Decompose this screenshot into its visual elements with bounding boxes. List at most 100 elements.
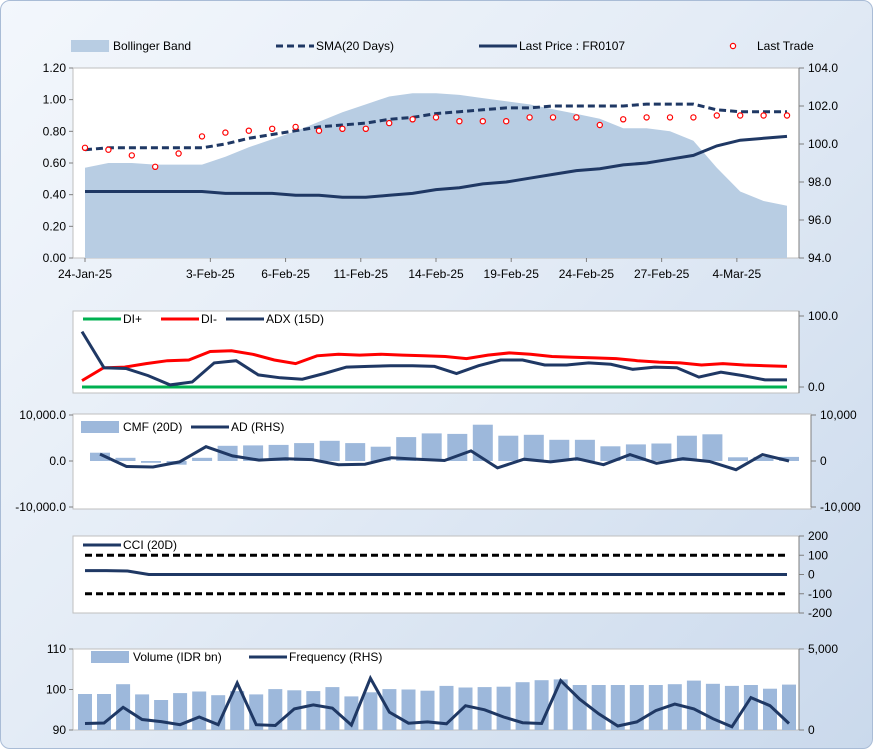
last-trade-point (643, 114, 650, 121)
last-trade-point (503, 117, 510, 125)
volume-bar (135, 694, 150, 730)
volume-bar (743, 685, 758, 730)
volume-bar (268, 689, 283, 730)
cmf-bar (319, 440, 340, 461)
cmf-bar (498, 435, 519, 461)
last-trade-point (713, 112, 721, 119)
cmf-left-axis-label: -10,000.0 (15, 500, 66, 514)
cmf-bar (115, 457, 136, 461)
adx-line (80, 330, 787, 387)
price-x-label: 27-Feb-25 (634, 267, 690, 281)
cmf-right-axis-label: -10,000 (820, 500, 861, 514)
price-x-label: 11-Feb-25 (334, 267, 389, 281)
cmf-bar (370, 446, 391, 461)
last-trade-point (386, 119, 393, 127)
dmi-right-axis-label: 0.0 (808, 380, 825, 394)
volume-bar (211, 695, 226, 730)
legend-bollinger-swatch (71, 40, 109, 52)
legend-volume-swatch (91, 651, 129, 663)
legend-cmf-swatch (81, 421, 119, 433)
price-panel: 0.00 0.20 0.40 0.60 0.80 1.00 1.20 94.0 96.0 98.0… (43, 39, 839, 281)
legend-last-price-label: Last Price : FR0107 (519, 39, 625, 53)
volume-bar (173, 693, 188, 730)
cmf-bar (574, 439, 595, 461)
legend-di-plus-label: DI+ (123, 312, 142, 326)
volume-panel: 90 100 110 0 5,000 Volume (IDR bn) Frequency (… (46, 642, 838, 737)
cci-right-axis-label: 200 (808, 529, 828, 543)
volume-left-axis-label: 90 (53, 723, 67, 737)
last-trade-point (479, 117, 486, 125)
cmf-bar (728, 457, 748, 461)
last-trade-point (783, 112, 791, 119)
price-right-axis-label: 100.0 (808, 137, 838, 151)
volume-bar (458, 687, 473, 730)
cmf-bar (702, 434, 723, 461)
last-trade-point (666, 114, 674, 121)
cmf-bar (345, 443, 366, 461)
last-trade-point (737, 112, 744, 119)
cci-right-axis-label: 0 (808, 568, 815, 582)
volume-bar (648, 685, 663, 730)
price-x-label: 24-Feb-25 (559, 267, 615, 281)
price-x-label: 3-Feb-25 (186, 267, 235, 281)
last-trade-point (151, 163, 159, 170)
legend-cmf-label: CMF (20D) (123, 420, 182, 434)
volume-bar (230, 691, 245, 730)
legend-last-trade-label: Last Trade (757, 39, 814, 53)
ad-line (99, 445, 790, 472)
cci-right-axis-label: -200 (808, 606, 832, 620)
volume-bar (192, 691, 207, 730)
last-trade-point (128, 152, 135, 159)
price-x-label: 4-Mar-25 (713, 267, 762, 281)
cmf-right-axis-label: 10,000 (820, 408, 857, 422)
price-x-label: 24-Jan-25 (58, 267, 112, 281)
cmf-bar (549, 439, 570, 461)
last-trade-point (245, 127, 252, 134)
cmf-bar (192, 457, 213, 461)
volume-bar (78, 694, 92, 730)
last-trade-point (526, 114, 533, 121)
last-trade-point (81, 144, 89, 151)
sma-20-line (84, 102, 787, 152)
legend-cci-label: CCI (20D) (123, 538, 177, 552)
last-trade-point (573, 114, 580, 121)
legend-ad-label: AD (RHS) (231, 420, 284, 434)
cmf-panel: -10,000.0 0.0 10,000.0 -10,000 0 10,000 CMF (2… (15, 408, 861, 514)
volume-bar (610, 685, 625, 730)
volume-right-axis-label: 5,000 (808, 642, 838, 656)
cci-line (85, 569, 787, 576)
cmf-bar (676, 435, 697, 461)
cmf-bar (651, 443, 672, 461)
volume-bar (515, 682, 530, 730)
price-left-axis-label: 1.20 (43, 61, 67, 75)
last-trade-point (198, 133, 206, 140)
cmf-bar (753, 456, 774, 461)
legend-last-trade-swatch (729, 42, 737, 50)
price-left-axis-label: 1.00 (43, 93, 67, 107)
last-trade-point (456, 117, 463, 125)
cmf-bar (268, 444, 289, 461)
volume-bar (496, 686, 511, 730)
volume-bar (306, 691, 321, 730)
cmf-bar (472, 424, 493, 461)
price-left-axis-label: 0.60 (43, 156, 67, 170)
volume-right-axis-label: 0 (808, 723, 815, 737)
last-trade-point (292, 123, 299, 131)
cmf-bar (600, 446, 621, 461)
volume-bar (763, 688, 777, 730)
price-x-label: 14-Feb-25 (408, 267, 464, 281)
price-left-axis-label: 0.40 (43, 188, 67, 202)
price-x-label: 6-Feb-25 (261, 267, 310, 281)
price-right-axis-label: 102.0 (808, 99, 838, 113)
cci-right-axis-label: 100 (808, 548, 828, 562)
price-right-axis-label: 104.0 (808, 61, 838, 75)
volume-bar (420, 690, 435, 730)
volume-left-axis-label: 110 (47, 642, 66, 656)
dmi-panel: 0.0 100.0 DI+ DI- ADX (15D) (72, 309, 838, 394)
cmf-bar (90, 452, 110, 461)
cmf-right-axis-label: 0 (820, 454, 827, 468)
last-trade-point (690, 114, 697, 121)
legend-volume-label: Volume (IDR bn) (133, 650, 222, 664)
last-trade-point (175, 150, 182, 157)
